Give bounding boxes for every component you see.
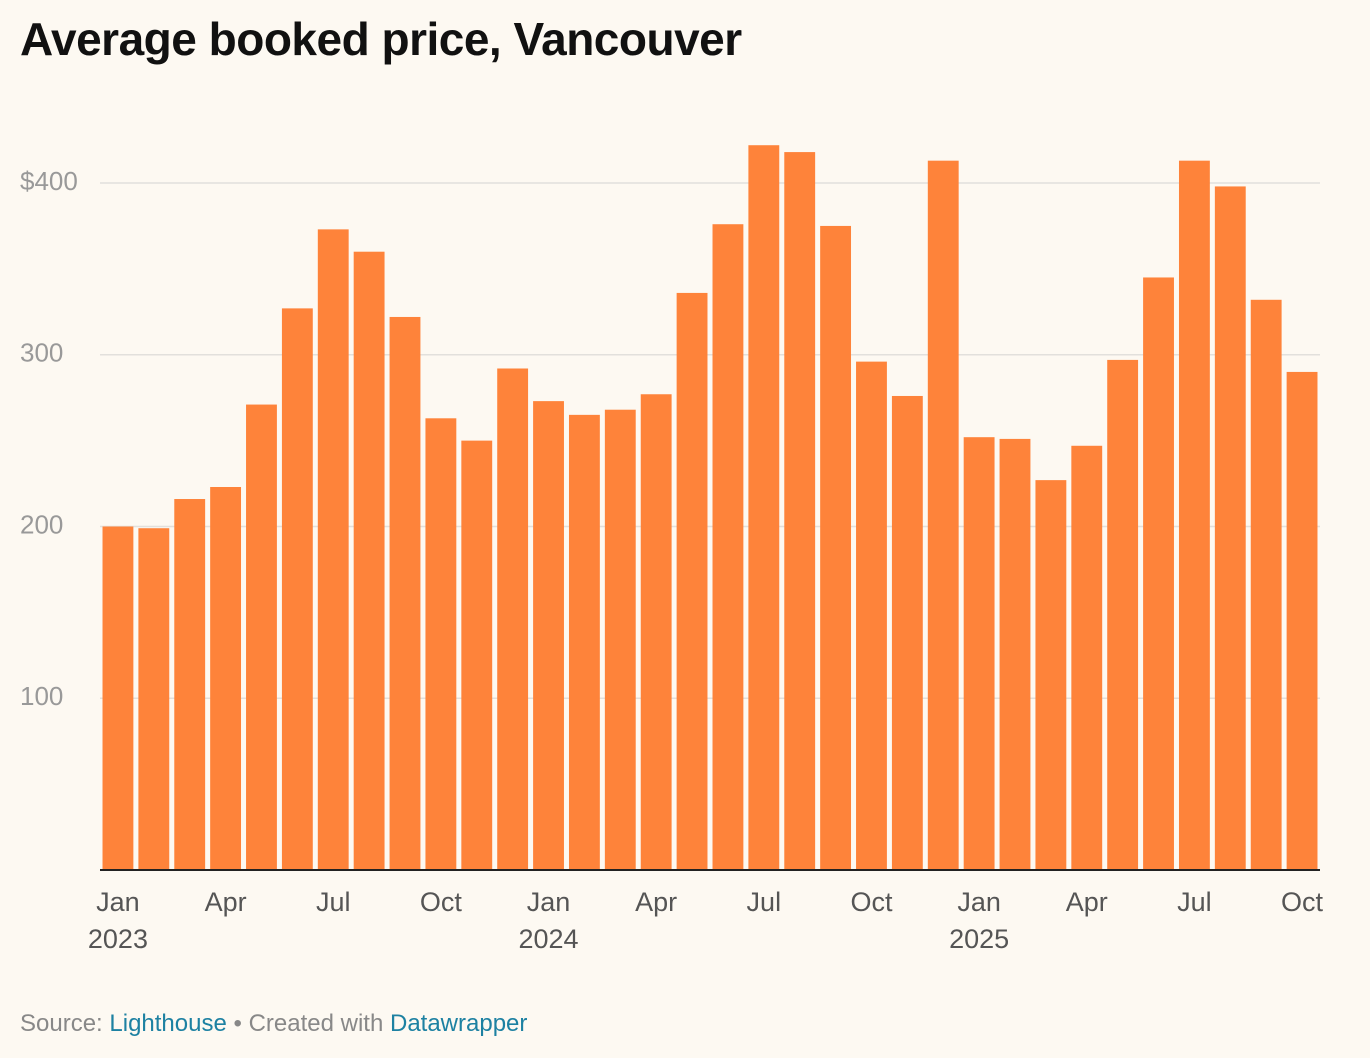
bar xyxy=(820,225,852,870)
bar xyxy=(1286,371,1318,870)
x-tick-label: Oct xyxy=(850,887,893,917)
bar xyxy=(246,404,277,870)
bar xyxy=(1250,299,1282,870)
bar xyxy=(999,438,1031,870)
x-tick-label: Jul xyxy=(1177,887,1212,917)
x-tick-label: Apr xyxy=(635,887,678,917)
bar xyxy=(963,437,995,870)
x-tick-label: Oct xyxy=(419,887,462,917)
y-tick-label: 100 xyxy=(20,681,63,711)
bar xyxy=(891,395,923,870)
x-tick-label: Jan 2024 xyxy=(518,887,579,954)
bar xyxy=(425,418,457,870)
x-tick-label: Jan 2025 xyxy=(949,887,1010,954)
y-tick-label: 200 xyxy=(20,509,63,539)
bar xyxy=(927,160,959,871)
y-tick-label: 300 xyxy=(20,338,63,368)
bar xyxy=(676,292,708,870)
bar xyxy=(533,401,564,870)
bar xyxy=(712,224,744,871)
bar xyxy=(1178,160,1210,871)
bar xyxy=(784,152,816,870)
bar xyxy=(640,394,672,870)
bar xyxy=(138,528,170,870)
credit-link[interactable]: Datawrapper xyxy=(389,1010,528,1037)
x-tick-label: Jan 2023 xyxy=(87,887,148,954)
x-tick-label: Apr xyxy=(204,887,247,917)
bar xyxy=(1071,445,1103,870)
bar xyxy=(1035,480,1067,870)
bar xyxy=(210,486,242,870)
bar xyxy=(1143,277,1174,870)
bar xyxy=(281,308,313,870)
bar xyxy=(497,368,529,870)
bar xyxy=(856,361,887,870)
footer: Source: Lighthouse • Created with Datawr… xyxy=(20,1010,527,1038)
chart-title: Average booked price, Vancouver xyxy=(20,13,742,65)
x-tick-label: Apr xyxy=(1065,887,1108,917)
x-tick-label: Oct xyxy=(1281,887,1324,917)
bar xyxy=(317,229,349,870)
credit-label: Created with xyxy=(248,1010,384,1037)
x-tick-label: Jul xyxy=(746,887,782,917)
bar xyxy=(1107,359,1139,870)
separator: • xyxy=(233,1010,242,1037)
bar xyxy=(389,316,421,871)
source-label: Source: xyxy=(20,1010,103,1037)
bar xyxy=(1214,186,1246,870)
bar xyxy=(174,499,206,870)
bar xyxy=(353,251,385,870)
bar xyxy=(461,440,493,870)
source-link[interactable]: Lighthouse xyxy=(109,1010,227,1037)
bar xyxy=(748,145,780,871)
bar xyxy=(102,526,134,870)
y-tick-label: $400 xyxy=(20,166,78,196)
bar xyxy=(604,409,636,870)
x-tick-label: Jul xyxy=(315,887,351,917)
bar xyxy=(568,414,600,870)
